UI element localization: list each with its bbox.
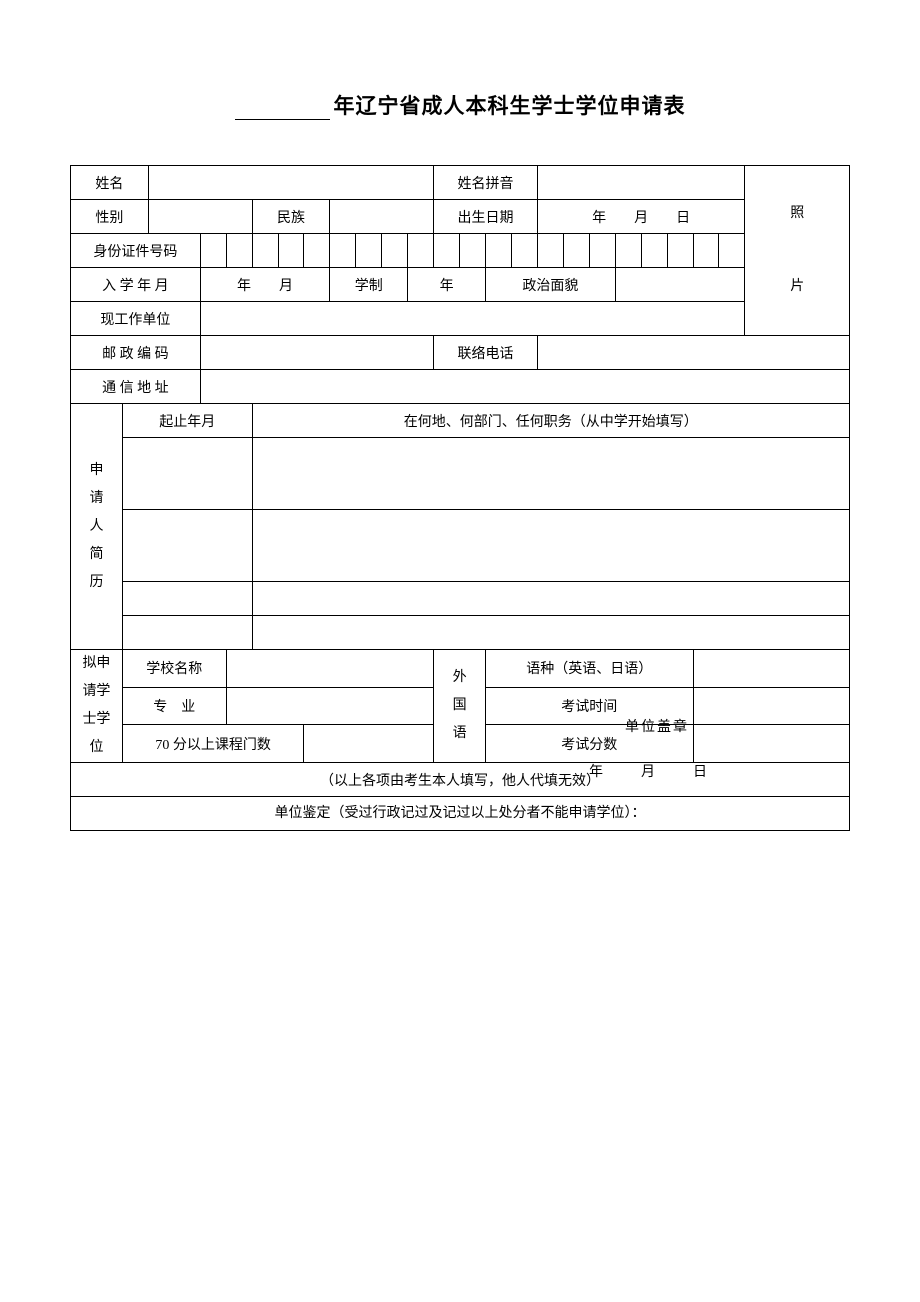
label-schooling: 学制 bbox=[330, 268, 408, 302]
id-cell-9[interactable] bbox=[408, 234, 434, 268]
photo-area: 照 片 bbox=[745, 166, 850, 336]
id-cell-1[interactable] bbox=[200, 234, 226, 268]
id-cell-6[interactable] bbox=[330, 234, 356, 268]
photo-label-1: 照 bbox=[790, 206, 804, 221]
note-row: （以上各项由考生本人填写，他人代填无效） bbox=[71, 763, 850, 797]
label-foreign-lang: 外国语 bbox=[434, 650, 486, 763]
history-where-2[interactable] bbox=[252, 510, 849, 582]
id-cell-16[interactable] bbox=[589, 234, 615, 268]
id-cell-19[interactable] bbox=[667, 234, 693, 268]
history-where-1[interactable] bbox=[252, 438, 849, 510]
label-gender: 性别 bbox=[71, 200, 149, 234]
field-enroll-ym[interactable]: 年 月 bbox=[200, 268, 330, 302]
id-cell-14[interactable] bbox=[537, 234, 563, 268]
field-schooling[interactable]: 年 bbox=[408, 268, 486, 302]
field-school-name[interactable] bbox=[226, 650, 434, 688]
label-birth-date: 出生日期 bbox=[434, 200, 538, 234]
id-cell-17[interactable] bbox=[615, 234, 641, 268]
application-form-table: 姓名 姓名拼音 照 片 性别 民族 出生日期 年 月 日 身份证件号码 bbox=[70, 165, 850, 831]
field-birth-date[interactable]: 年 月 日 bbox=[537, 200, 745, 234]
label-name: 姓名 bbox=[71, 166, 149, 200]
label-work-unit: 现工作单位 bbox=[71, 302, 201, 336]
id-cell-10[interactable] bbox=[434, 234, 460, 268]
field-ethnicity[interactable] bbox=[330, 200, 434, 234]
field-gender[interactable] bbox=[148, 200, 252, 234]
label-postal: 邮 政 编 码 bbox=[71, 336, 201, 370]
id-cell-15[interactable] bbox=[563, 234, 589, 268]
label-politics: 政治面貌 bbox=[486, 268, 616, 302]
label-ethnicity: 民族 bbox=[252, 200, 330, 234]
history-where-3[interactable] bbox=[252, 582, 849, 616]
id-cell-8[interactable] bbox=[382, 234, 408, 268]
field-major[interactable] bbox=[226, 687, 434, 725]
birth-ymd-text: 年 月 日 bbox=[592, 211, 690, 226]
id-cell-3[interactable] bbox=[252, 234, 278, 268]
enroll-ym-text: 年 月 bbox=[237, 279, 293, 294]
label-unit-eval: 单位鉴定（受过行政记过及记过以上处分者不能申请学位）： bbox=[275, 806, 646, 821]
label-courses70: 70 分以上课程门数 bbox=[122, 725, 304, 763]
date-ymd-label: 年 月 日 bbox=[589, 760, 719, 785]
id-cell-20[interactable] bbox=[693, 234, 719, 268]
label-name-pinyin: 姓名拼音 bbox=[434, 166, 538, 200]
label-history-where: 在何地、何部门、任何职务（从中学开始填写） bbox=[252, 404, 849, 438]
field-phone[interactable] bbox=[537, 336, 849, 370]
label-history-period: 起止年月 bbox=[122, 404, 252, 438]
label-degree-apply: 拟申请学士学位 bbox=[71, 650, 123, 763]
unit-evaluation-block[interactable]: 单位鉴定（受过行政记过及记过以上处分者不能申请学位）： 单位盖章 年 月 日 bbox=[71, 797, 850, 831]
schooling-yr-text: 年 bbox=[440, 279, 454, 294]
label-applicant-resume: 申请人简历 bbox=[71, 404, 123, 650]
label-school-name: 学校名称 bbox=[122, 650, 226, 688]
field-courses70[interactable] bbox=[304, 725, 434, 763]
field-exam-score[interactable] bbox=[693, 725, 850, 763]
title-year-blank bbox=[235, 119, 330, 120]
history-period-3[interactable] bbox=[122, 582, 252, 616]
form-title: 年辽宁省成人本科生学士学位申请表 bbox=[70, 90, 850, 120]
id-cell-7[interactable] bbox=[356, 234, 382, 268]
history-period-4[interactable] bbox=[122, 616, 252, 650]
label-lang-type: 语种（英语、日语） bbox=[486, 650, 694, 688]
label-major: 专 业 bbox=[122, 687, 226, 725]
unit-stamp-label: 单位盖章 bbox=[625, 715, 689, 740]
id-cell-12[interactable] bbox=[486, 234, 512, 268]
field-name[interactable] bbox=[148, 166, 433, 200]
field-lang-type[interactable] bbox=[693, 650, 850, 688]
history-where-4[interactable] bbox=[252, 616, 849, 650]
field-exam-time[interactable] bbox=[693, 687, 850, 725]
id-cell-21[interactable] bbox=[719, 234, 745, 268]
label-enroll-ym: 入 学 年 月 bbox=[71, 268, 201, 302]
field-name-pinyin[interactable] bbox=[537, 166, 745, 200]
field-work-unit[interactable] bbox=[200, 302, 745, 336]
id-cell-4[interactable] bbox=[278, 234, 304, 268]
label-address: 通 信 地 址 bbox=[71, 370, 201, 404]
field-address[interactable] bbox=[200, 370, 849, 404]
history-period-1[interactable] bbox=[122, 438, 252, 510]
label-id-number: 身份证件号码 bbox=[71, 234, 201, 268]
id-cell-18[interactable] bbox=[641, 234, 667, 268]
id-cell-2[interactable] bbox=[226, 234, 252, 268]
title-text: 年辽宁省成人本科生学士学位申请表 bbox=[334, 95, 686, 118]
photo-label-2: 片 bbox=[790, 279, 804, 294]
history-period-2[interactable] bbox=[122, 510, 252, 582]
id-cell-5[interactable] bbox=[304, 234, 330, 268]
id-cell-11[interactable] bbox=[460, 234, 486, 268]
field-postal[interactable] bbox=[200, 336, 433, 370]
field-politics[interactable] bbox=[615, 268, 745, 302]
id-cell-13[interactable] bbox=[511, 234, 537, 268]
label-phone: 联络电话 bbox=[434, 336, 538, 370]
